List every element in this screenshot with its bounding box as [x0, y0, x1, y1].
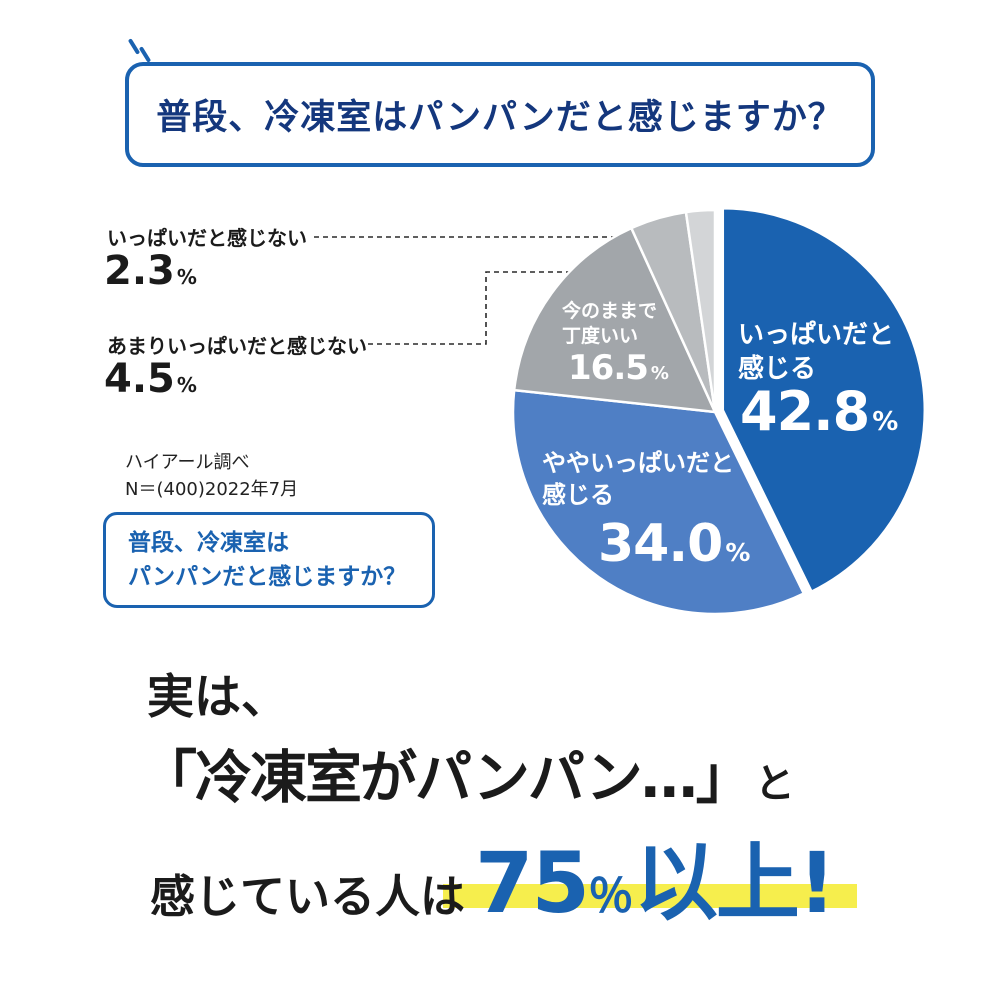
callout-value-not-really-full-unit: % — [176, 373, 197, 397]
bottom-intro: 実は、 — [147, 670, 288, 725]
callout-label-not-really-full: あまりいっぱいだと感じない — [107, 334, 367, 358]
slice-value-somewhat-unit: % — [725, 538, 751, 567]
pie-slice-2 — [511, 388, 806, 616]
callout-value-not-really-full: 4.5% — [104, 356, 197, 402]
slice-label-somewhat-line2: 感じる — [542, 480, 614, 509]
slice-value-just-right-number: 16.5 — [568, 348, 649, 388]
bottom-stat-number: 75 — [475, 834, 590, 932]
tick-icon — [138, 46, 152, 63]
slice-label-just-right-line1: 今のままで — [562, 300, 658, 322]
slice-label-full-line2: 感じる — [738, 354, 817, 385]
slice-label-somewhat: ややいっぱいだと 感じる — [542, 448, 734, 511]
pie-slice-3 — [512, 226, 718, 414]
slice-value-full-number: 42.8 — [740, 380, 870, 443]
slice-value-full-unit: % — [872, 407, 899, 437]
slice-label-just-right: 今のままで 丁度いい — [562, 299, 657, 349]
callout-value-not-full-unit: % — [176, 265, 197, 289]
bottom-stat-suffix: 以上! — [633, 834, 836, 932]
callout-value-not-full: 2.3% — [104, 248, 197, 294]
question-banner-title: 普段、冷凍室はパンパンだと感じますか？ — [156, 98, 844, 138]
pie-slice-5 — [684, 208, 717, 413]
slice-value-just-right-unit: % — [650, 363, 669, 384]
callout-value-not-full-number: 2.3 — [104, 248, 175, 294]
slice-value-somewhat-number: 34.0 — [598, 514, 723, 574]
tick-icon — [127, 38, 141, 55]
slice-label-full: いっぱいだと 感じる — [738, 318, 894, 387]
slice-value-full: 42.8% — [740, 380, 898, 443]
callout-label-not-full: いっぱいだと感じない — [107, 226, 307, 250]
question-box-line2: パンパンだと感じますか？ — [128, 564, 407, 590]
callout-value-not-really-full-number: 4.5 — [104, 356, 175, 402]
slice-label-just-right-line2: 丁度いい — [562, 325, 639, 348]
survey-source-line1: ハイアール調べ — [125, 452, 250, 473]
survey-source-line2: N＝(400)2022年7月 — [125, 479, 299, 500]
bottom-stat-lead: 感じている人は — [150, 870, 466, 923]
bottom-quote-row: 「冷凍室がパンパン…」 と — [140, 732, 795, 814]
pie-slice-1 — [721, 206, 927, 594]
slice-value-just-right: 16.5% — [568, 348, 669, 388]
slice-value-somewhat: 34.0% — [598, 514, 750, 574]
bottom-stat-row: 感じている人は 75 ％ 以上! — [150, 816, 836, 937]
bottom-quote-suffix: と — [754, 761, 795, 807]
slice-label-full-line1: いっぱいだと — [738, 320, 895, 350]
question-banner: 普段、冷凍室はパンパンだと感じますか？ — [125, 62, 875, 167]
pie-chart — [511, 206, 927, 616]
question-box-line1: 普段、冷凍室は — [128, 529, 289, 556]
slice-label-somewhat-line1: ややいっぱいだと — [542, 449, 734, 477]
bottom-stat-percent: ％ — [587, 869, 634, 923]
bottom-quote: 「冷凍室がパンパン…」 — [140, 745, 753, 811]
question-box: 普段、冷凍室は パンパンだと感じますか？ — [103, 512, 435, 608]
yellow-highlight-bar — [443, 884, 857, 908]
